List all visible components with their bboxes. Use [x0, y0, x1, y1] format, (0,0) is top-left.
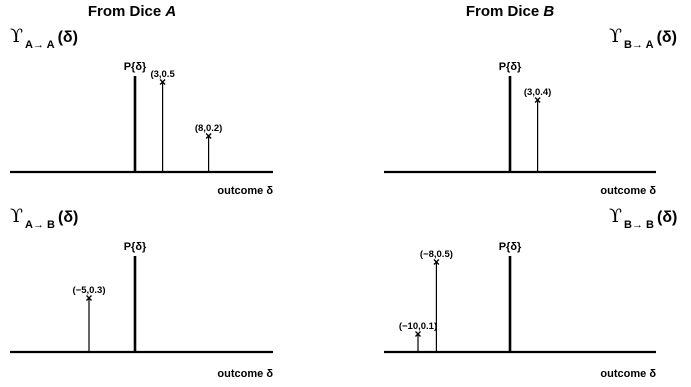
function-subscript: B→ A — [624, 39, 654, 51]
function-subscript: A→ A — [25, 39, 55, 51]
point-label: (−8,0.5) — [420, 249, 453, 260]
function-label: ϒ B→ B (δ) — [609, 205, 677, 231]
stem-marker — [415, 331, 421, 337]
y-axis-label: P{δ} — [124, 241, 147, 253]
stem-plot-1: P{δ} outcome δ ϒ A→ A (δ) (3,0.5 (8,0.2) — [10, 25, 273, 197]
function-argument: (δ) — [657, 209, 677, 226]
point-label: (8,0.2) — [195, 123, 222, 134]
function-argument: (δ) — [58, 29, 78, 46]
x-axis-label: outcome δ — [600, 368, 656, 380]
point-label: (3,0.4) — [524, 87, 551, 98]
function-subscript: B→ B — [624, 219, 654, 231]
function-symbol: ϒ — [10, 205, 23, 227]
function-argument: (δ) — [657, 29, 677, 46]
function-subscript: A→ B — [25, 219, 55, 231]
x-axis-label: outcome δ — [600, 185, 656, 197]
x-axis-label: outcome δ — [217, 368, 273, 380]
function-argument: (δ) — [58, 209, 78, 226]
function-label: ϒ A→ A (δ) — [10, 25, 78, 51]
column-title-dice-b: From Dice B — [466, 3, 555, 20]
stem-plot-3: P{δ} outcome δ ϒ A→ B (δ) (−5,0.3) — [10, 205, 273, 380]
function-symbol: ϒ — [609, 25, 622, 47]
stem-marker — [86, 295, 92, 301]
point-label: (−10,0.1) — [399, 321, 437, 332]
point-label: (3,0.5 — [150, 69, 175, 80]
stem-marker — [433, 259, 440, 265]
y-axis-label: P{δ} — [124, 61, 147, 73]
stem-marker — [534, 97, 541, 103]
y-axis-label: P{δ} — [499, 61, 522, 73]
stem-marker — [205, 133, 212, 139]
function-symbol: ϒ — [609, 205, 622, 227]
stem-plot-4: P{δ} outcome δ ϒ B→ B (δ) (−10,0.1) (−8,0.5) — [384, 205, 677, 380]
x-axis-label: outcome δ — [217, 185, 273, 197]
y-axis-label: P{δ} — [499, 241, 522, 253]
column-title-dice-a: From Dice A — [88, 3, 176, 20]
stem-marker — [159, 79, 166, 85]
function-symbol: ϒ — [10, 25, 23, 47]
function-label: ϒ B→ A (δ) — [609, 25, 677, 51]
stem-plot-2: P{δ} outcome δ ϒ B→ A (δ) (3,0.4) — [384, 25, 677, 197]
function-label: ϒ A→ B (δ) — [10, 205, 78, 231]
point-label: (−5,0.3) — [72, 285, 105, 296]
